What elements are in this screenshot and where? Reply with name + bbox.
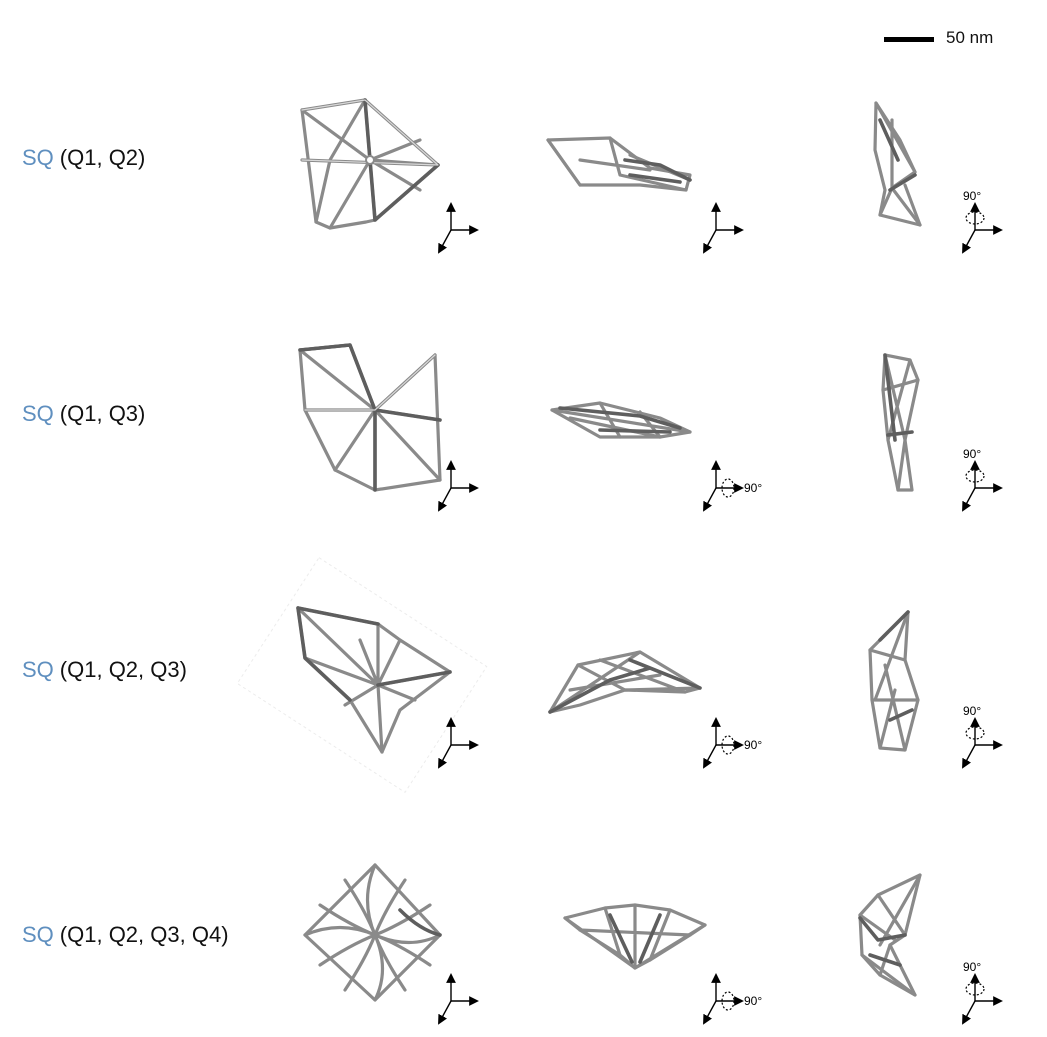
rotation-arrow-icon [721, 735, 735, 755]
axis-arrow-z [703, 744, 717, 769]
structure-front-view-row-1 [873, 101, 922, 227]
axis-arrow-z [438, 487, 452, 512]
structure-top-view-row-1 [300, 98, 440, 230]
rotation-arrow-icon [721, 991, 735, 1011]
rotation-arrow-icon [965, 469, 985, 483]
axis-triad: 90° [962, 960, 1003, 1025]
structure-front-view-row-2 [881, 353, 920, 492]
axis-triad [438, 460, 479, 512]
row-label-suffix: (Q1, Q2) [59, 145, 146, 170]
axis-triad: 90° [703, 973, 762, 1025]
axis-arrow-z [962, 229, 976, 254]
axis-arrow-z [438, 229, 452, 254]
axis-triad: 90° [703, 460, 762, 512]
row-label-suffix: (Q1, Q3) [59, 401, 146, 426]
row-label-prefix: SQ [22, 145, 54, 170]
row-label-suffix: (Q1, Q2, Q3) [59, 657, 187, 682]
axis-arrow-z [438, 1000, 452, 1025]
structure-side-view-row-1 [546, 136, 692, 192]
axis-triad: 90° [962, 189, 1003, 254]
rotation-arrow-icon [965, 211, 985, 225]
rotation-arrow-icon [965, 982, 985, 996]
row-label-1: SQ (Q1, Q2) [22, 145, 145, 171]
row-label-prefix: SQ [22, 657, 54, 682]
axis-arrow-z [703, 229, 717, 254]
rotation-arrow-icon [721, 478, 735, 498]
rotation-label: 90° [963, 189, 981, 203]
scale-bar-label: 50 nm [946, 28, 994, 47]
rotation-label: 90° [744, 994, 762, 1008]
scale-bar: 50 nm [884, 28, 1047, 48]
structure-side-view-row-3 [548, 650, 702, 714]
axis-triad: 90° [962, 704, 1003, 769]
row-label-3: SQ (Q1, Q2, Q3) [22, 657, 187, 683]
axis-arrow-z [703, 487, 717, 512]
rotation-label: 90° [744, 738, 762, 752]
rotation-label: 90° [744, 481, 762, 495]
rotation-label: 90° [963, 960, 981, 974]
rotation-label: 90° [963, 704, 981, 718]
axis-indicators: 90° 90° 90° 90° 90° 90° 90° [438, 189, 1003, 1025]
row-label-2: SQ (Q1, Q3) [22, 401, 145, 427]
axis-triad [438, 717, 479, 769]
axis-triad [438, 973, 479, 1025]
axis-arrow-z [703, 1000, 717, 1025]
axis-arrow-z [962, 1000, 976, 1025]
structure-side-view-row-2 [550, 401, 692, 439]
axis-triad [703, 202, 744, 254]
axis-triad [438, 202, 479, 254]
row-label-prefix: SQ [22, 922, 54, 947]
structure-top-view-row-2 [298, 343, 442, 492]
row-label-prefix: SQ [22, 401, 54, 426]
structure-top-view-row-4 [303, 863, 442, 1002]
rotation-label: 90° [963, 447, 981, 461]
axis-arrow-z [962, 487, 976, 512]
structure-side-view-row-4 [563, 903, 707, 970]
axis-arrow-z [438, 744, 452, 769]
structure-top-view-row-3 [236, 556, 488, 794]
row-label-suffix: (Q1, Q2, Q3, Q4) [59, 922, 229, 947]
structure-front-view-row-3 [868, 610, 920, 752]
axis-triad: 90° [703, 717, 762, 769]
rotation-arrow-icon [965, 726, 985, 740]
structure-front-view-row-4 [858, 873, 922, 997]
axis-triad: 90° [962, 447, 1003, 512]
row-label-4: SQ (Q1, Q2, Q3, Q4) [22, 922, 229, 948]
scale-bar-line [884, 37, 934, 42]
axis-arrow-z [962, 744, 976, 769]
